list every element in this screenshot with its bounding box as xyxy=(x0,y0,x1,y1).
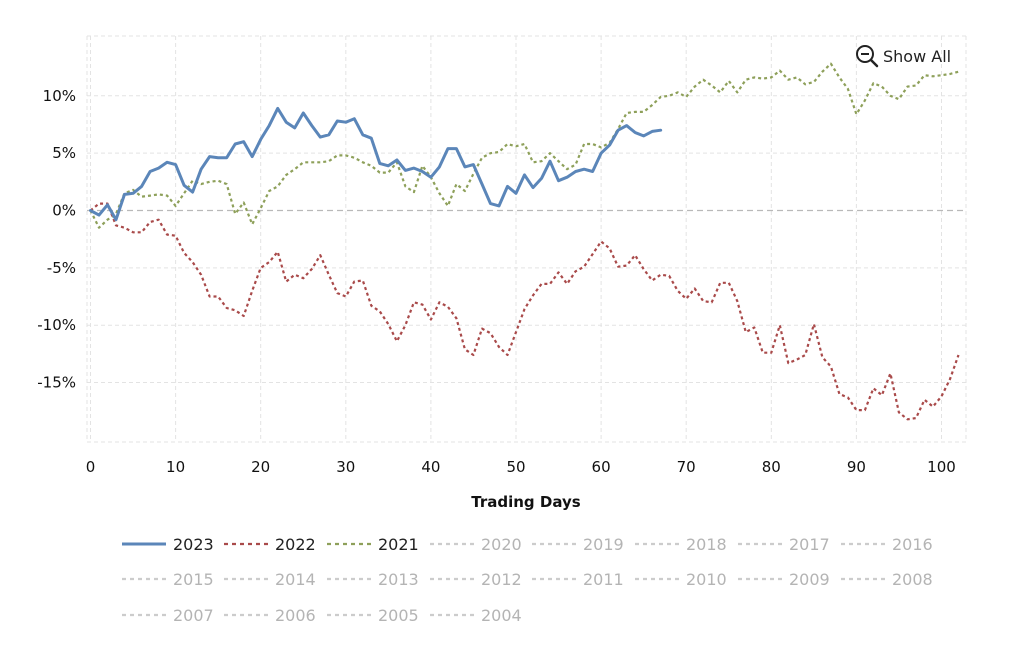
legend-label: 2011 xyxy=(583,570,624,589)
legend-label: 2020 xyxy=(481,535,522,554)
x-tick-label: 70 xyxy=(677,458,696,476)
x-tick-label: 0 xyxy=(86,458,96,476)
legend-item-2015[interactable]: 2015 xyxy=(122,570,214,589)
series-line-2023 xyxy=(89,106,663,222)
legend-item-2011[interactable]: 2011 xyxy=(532,570,624,589)
legend-label: 2013 xyxy=(378,570,419,589)
legend-label: 2017 xyxy=(789,535,830,554)
legend-label: 2016 xyxy=(892,535,933,554)
legend-item-2005[interactable]: 2005 xyxy=(327,606,419,625)
legend-label: 2010 xyxy=(686,570,727,589)
y-tick-label: 5% xyxy=(52,144,76,162)
legend-item-2017[interactable]: 2017 xyxy=(738,535,830,554)
x-tick-label: 100 xyxy=(927,458,956,476)
legend-label: 2009 xyxy=(789,570,830,589)
legend-label: 2022 xyxy=(275,535,316,554)
x-tick-label: 30 xyxy=(336,458,355,476)
x-tick-label: 80 xyxy=(762,458,781,476)
legend-label: 2004 xyxy=(481,606,522,625)
x-axis-title: Trading Days xyxy=(471,493,581,511)
x-tick-label: 10 xyxy=(166,458,185,476)
series-line-2022 xyxy=(89,202,960,421)
chart-series xyxy=(89,62,960,421)
legend-label: 2014 xyxy=(275,570,316,589)
x-tick-label: 50 xyxy=(506,458,525,476)
legend-label: 2019 xyxy=(583,535,624,554)
legend: 2023 2022 2021 2020 2019 2018 2017 2016 2015 2014… xyxy=(122,535,933,625)
chart-grid xyxy=(86,35,967,443)
legend-item-2014[interactable]: 2014 xyxy=(224,570,316,589)
legend-label: 2005 xyxy=(378,606,419,625)
y-tick-label: -15% xyxy=(37,374,76,392)
show-all-button[interactable]: Show All xyxy=(856,45,951,68)
legend-item-2013[interactable]: 2013 xyxy=(327,570,419,589)
x-tick-label: 40 xyxy=(421,458,440,476)
legend-item-2022[interactable]: 2022 xyxy=(224,535,316,554)
legend-item-2016[interactable]: 2016 xyxy=(841,535,933,554)
legend-item-2004[interactable]: 2004 xyxy=(430,606,522,625)
legend-item-2012[interactable]: 2012 xyxy=(430,570,522,589)
legend-item-2007[interactable]: 2007 xyxy=(122,606,214,625)
x-tick-label: 90 xyxy=(847,458,866,476)
y-tick-label: -10% xyxy=(37,316,76,334)
y-tick-label: 10% xyxy=(43,87,76,105)
legend-item-2008[interactable]: 2008 xyxy=(841,570,933,589)
legend-label: 2006 xyxy=(275,606,316,625)
y-tick-label: 0% xyxy=(52,202,76,220)
x-tick-label: 60 xyxy=(592,458,611,476)
legend-item-2020[interactable]: 2020 xyxy=(430,535,522,554)
legend-label: 2015 xyxy=(173,570,214,589)
series-line-2021 xyxy=(89,62,959,229)
x-tick-label: 20 xyxy=(251,458,270,476)
legend-label: 2018 xyxy=(686,535,727,554)
x-axis: 0 10 20 30 40 50 60 70 80 90 100 xyxy=(86,458,956,476)
legend-item-2019[interactable]: 2019 xyxy=(532,535,624,554)
legend-label: 2012 xyxy=(481,570,522,589)
legend-item-2021[interactable]: 2021 xyxy=(327,535,419,554)
legend-item-2023[interactable]: 2023 xyxy=(122,535,214,554)
legend-item-2009[interactable]: 2009 xyxy=(738,570,830,589)
legend-item-2018[interactable]: 2018 xyxy=(635,535,727,554)
legend-label: 2023 xyxy=(173,535,214,554)
legend-item-2010[interactable]: 2010 xyxy=(635,570,727,589)
legend-label: 2007 xyxy=(173,606,214,625)
y-tick-label: -5% xyxy=(47,259,76,277)
legend-item-2006[interactable]: 2006 xyxy=(224,606,316,625)
legend-label: 2021 xyxy=(378,535,419,554)
legend-label: 2008 xyxy=(892,570,933,589)
show-all-label: Show All xyxy=(883,47,951,66)
y-axis: 10% 5% 0% -5% -10% -15% xyxy=(37,87,76,392)
zoom-out-icon xyxy=(856,45,879,68)
